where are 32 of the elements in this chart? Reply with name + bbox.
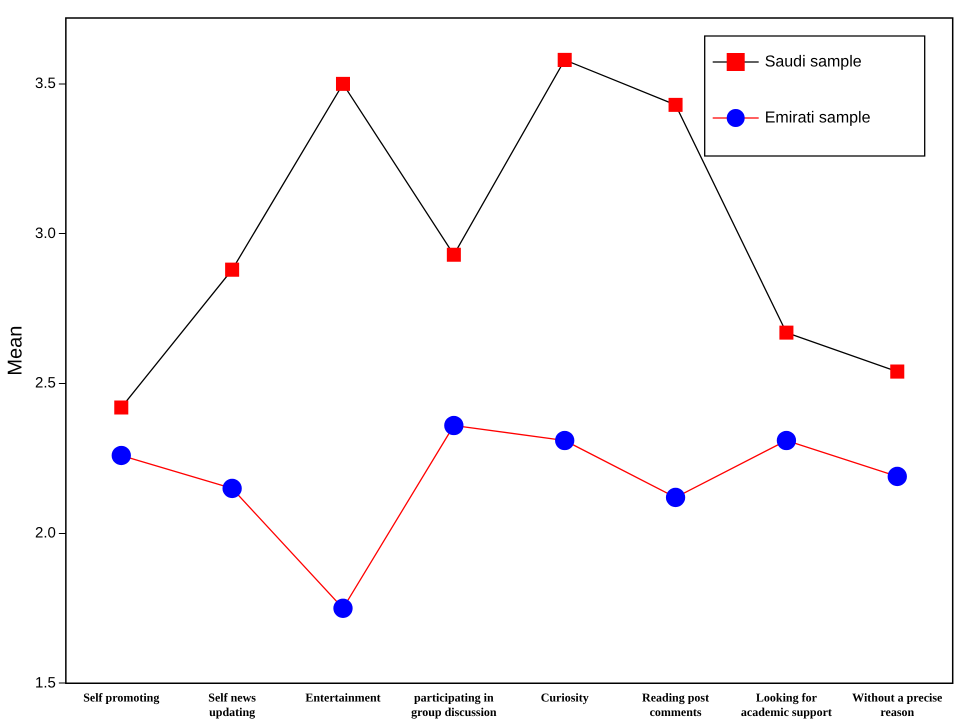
x-tick-label: Reading post comments [642, 690, 710, 719]
point [888, 466, 907, 486]
legend-label: Emirati sample [764, 109, 871, 126]
point [114, 400, 128, 415]
x-tick-label: Without a precise reason [852, 690, 944, 719]
y-tick-label: 2.0 [34, 524, 56, 542]
x-tick-label: Self news updating [208, 690, 256, 719]
point [225, 262, 240, 277]
point [776, 430, 796, 450]
y-tick-label: 3.5 [34, 75, 56, 92]
legend-label: Saudi sample [764, 53, 862, 70]
point [333, 598, 353, 618]
point [336, 76, 350, 91]
y-axis-title: Mean [4, 326, 27, 376]
point [444, 416, 464, 436]
point [666, 488, 686, 508]
x-tick-label: Curiosity [540, 690, 589, 704]
x-tick-label: Self promoting [83, 690, 160, 704]
y-tick-label: 3.0 [34, 224, 56, 242]
y-tick-label: 2.5 [34, 374, 56, 392]
point [222, 478, 242, 498]
point [112, 446, 131, 466]
point [668, 98, 683, 112]
point [446, 248, 461, 262]
x-tick-label: participating in group discussion [411, 690, 497, 719]
point [890, 364, 904, 379]
x-tick-label: Entertainment [305, 690, 381, 704]
x-tick-label: Looking for academic support [740, 690, 832, 719]
point [558, 52, 572, 67]
point [779, 326, 794, 340]
y-tick-label: 1.5 [34, 674, 56, 692]
point [555, 430, 574, 450]
